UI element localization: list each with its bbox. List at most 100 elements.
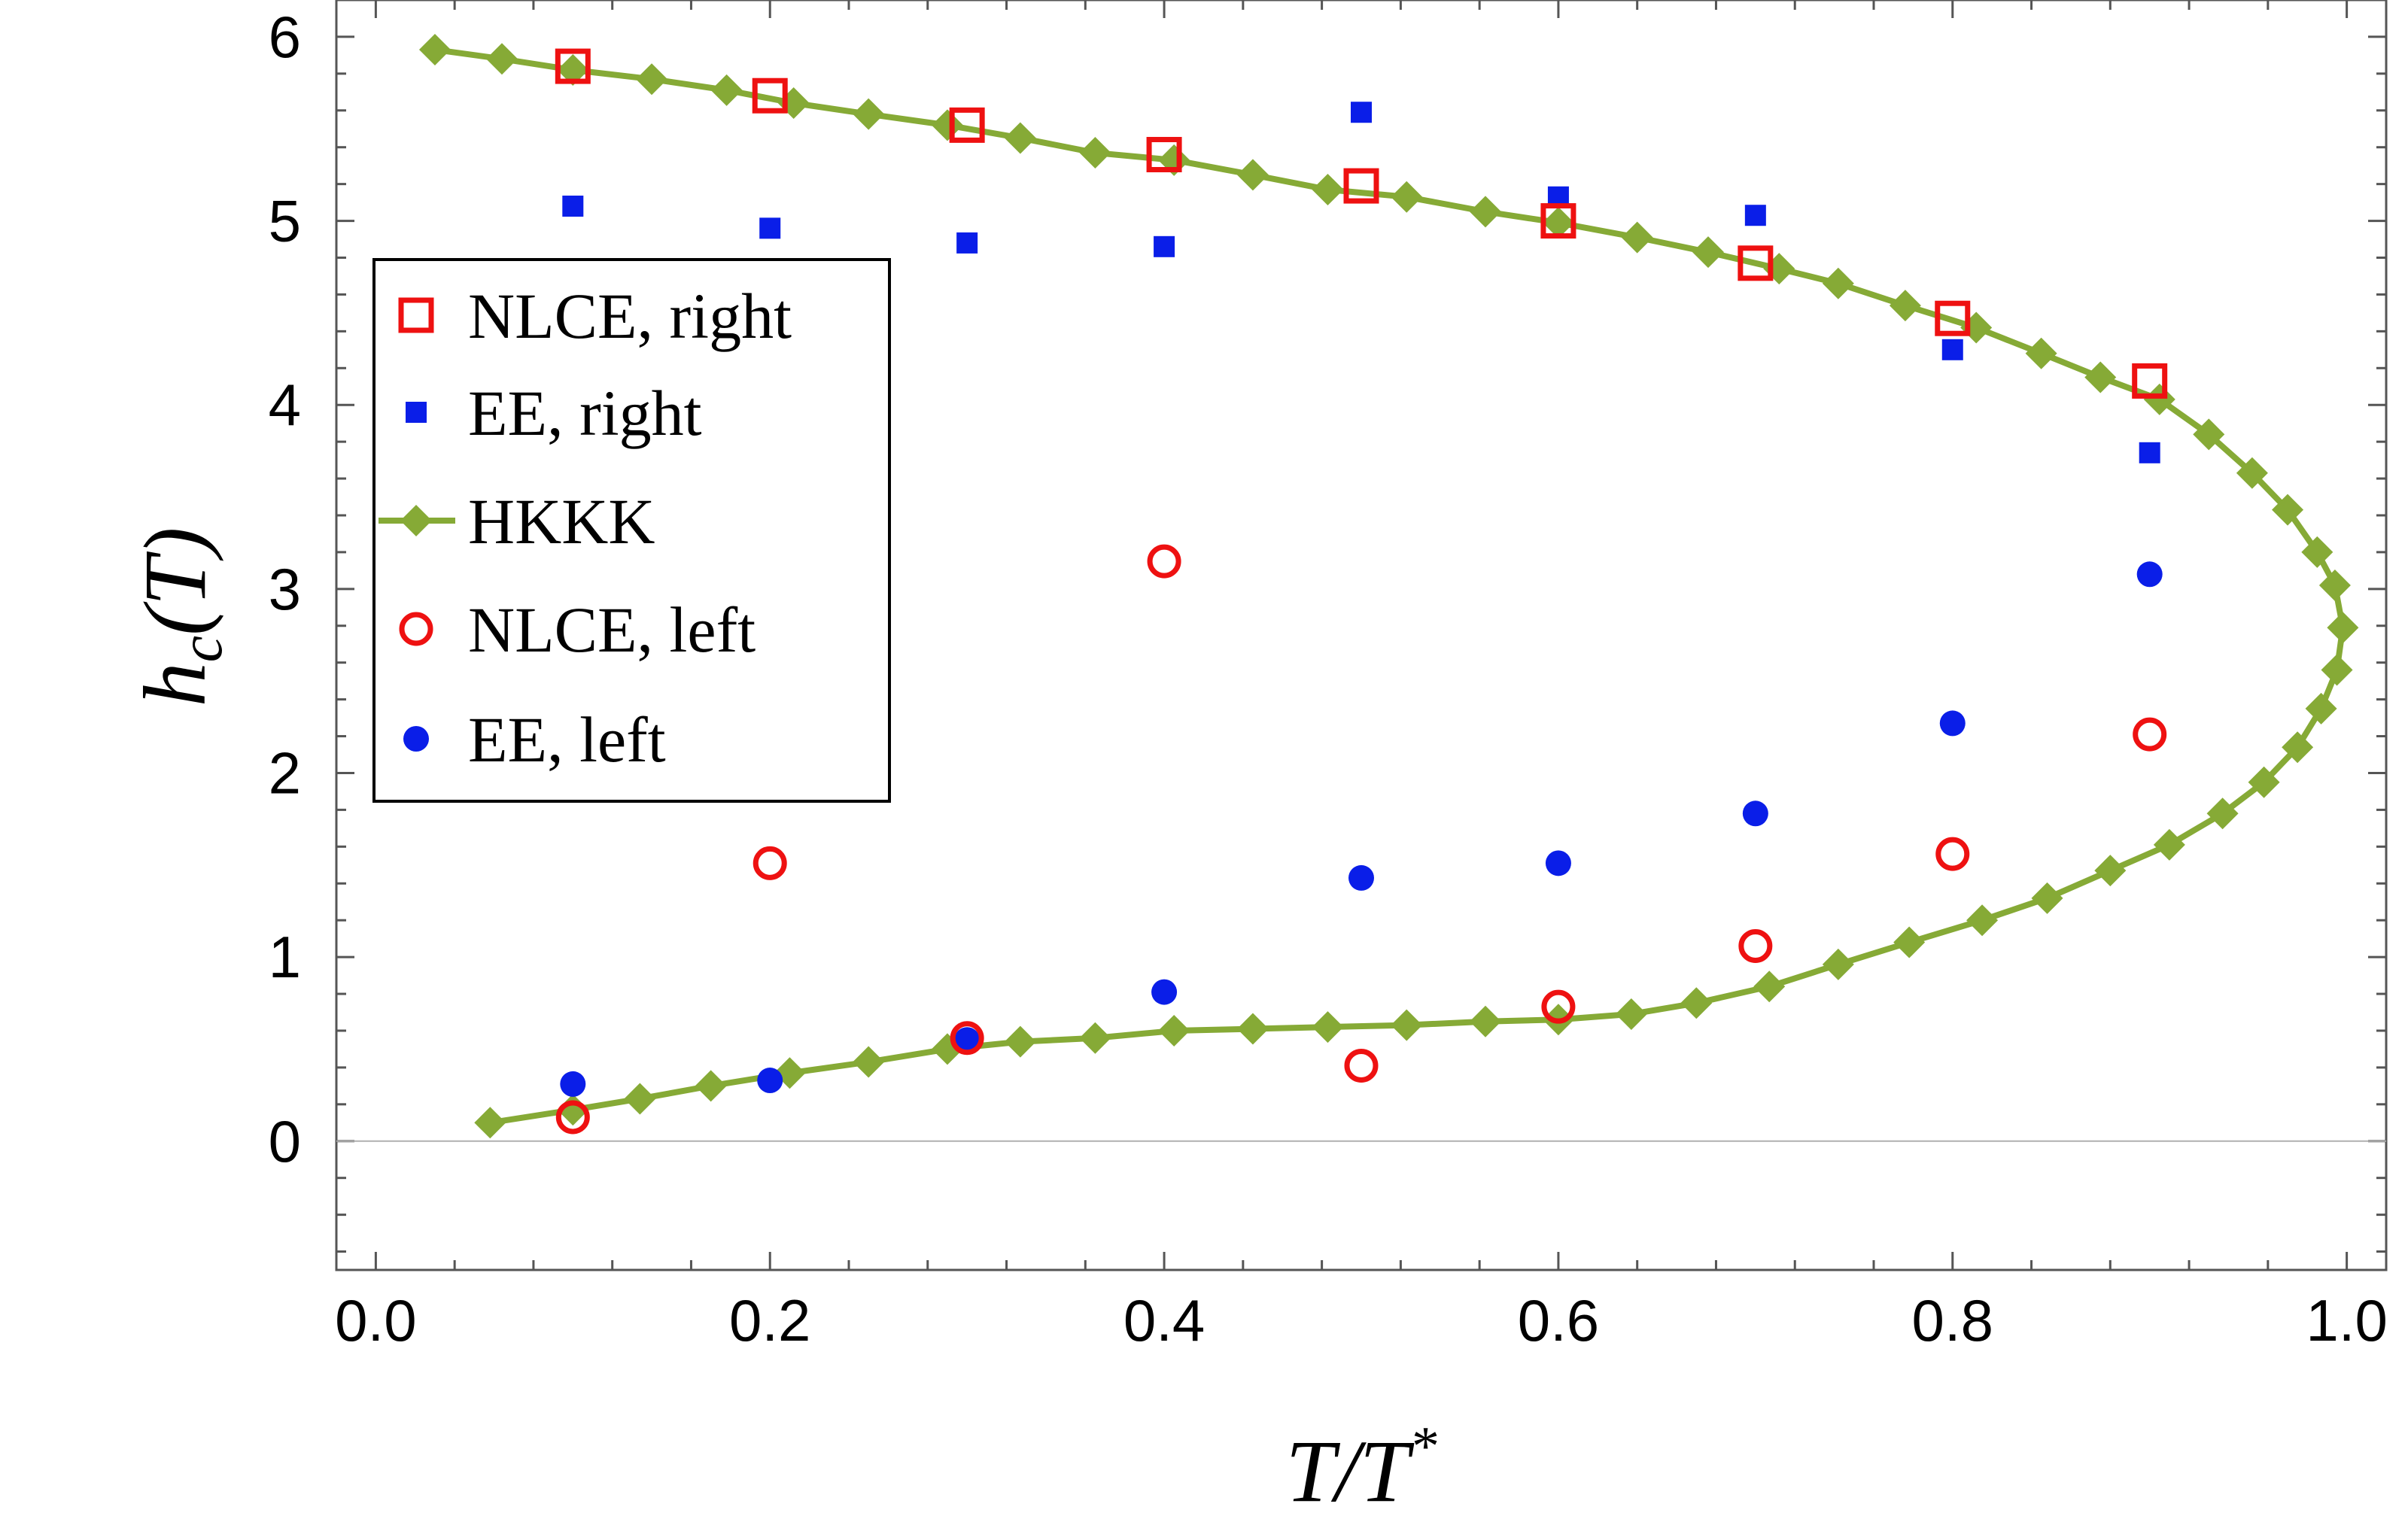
legend-swatch-ee-left	[403, 726, 429, 752]
nlce-left-point	[752, 846, 787, 880]
ee-left-point	[2136, 561, 2163, 588]
ee-right-point	[956, 232, 978, 254]
hkkk-point	[1312, 173, 1344, 205]
ee-left-point	[1939, 710, 1966, 737]
ee-left-point	[954, 1027, 981, 1053]
hkkk-point	[853, 98, 885, 130]
hkkk-point	[1158, 1014, 1190, 1047]
hkkk-point	[557, 53, 589, 86]
y-tick-label: 4	[269, 372, 301, 438]
hkkk-point	[710, 74, 743, 106]
x-axis-title: T/T*	[1285, 1416, 1437, 1520]
hkkk-point	[2318, 569, 2351, 601]
hkkk-point	[2143, 383, 2175, 415]
hkkk-point	[2321, 654, 2353, 686]
legend-swatch-hkkk	[400, 505, 432, 536]
nlce-right-point	[1738, 245, 1774, 281]
hkkk-point	[1615, 998, 1647, 1030]
hkkk-point	[2025, 337, 2057, 369]
y-tick-label: 5	[269, 188, 301, 254]
nlce-right-point	[752, 77, 788, 114]
nlce-right-point	[1935, 300, 1971, 336]
nlce-left-point	[2133, 717, 2167, 752]
hkkk-point	[1236, 159, 1269, 191]
legend-label-nlce-left: NLCE, left	[468, 594, 756, 666]
hkkk-point	[557, 1094, 589, 1126]
ee-left-point	[1348, 864, 1374, 891]
nlce-right-point	[1343, 168, 1379, 204]
series-nlce-left	[555, 544, 2167, 1135]
hkkk-point	[1680, 987, 1713, 1019]
hkkk-point	[474, 1107, 506, 1139]
series-ee-right	[562, 102, 2160, 463]
hkkk-point	[486, 43, 518, 75]
hkkk-point	[853, 1046, 885, 1078]
hkkk-point	[1312, 1011, 1344, 1043]
nlce-left-point	[1935, 837, 1970, 871]
ee-right-point	[1941, 339, 1963, 360]
hkkk-point	[2327, 612, 2359, 644]
y-tick-label: 3	[269, 556, 301, 622]
x-tick-label: 0.2	[729, 1287, 810, 1353]
nlce-left-point	[555, 1100, 590, 1135]
y-axis-title-group: hc(T)	[126, 527, 235, 707]
hkkk-point	[1542, 207, 1574, 239]
series-hkkk	[418, 34, 2359, 1139]
hkkk-point	[1692, 236, 1724, 269]
hkkk-point	[2094, 855, 2127, 887]
series-layer	[418, 34, 2359, 1139]
hkkk-point	[2031, 882, 2063, 914]
series-nlce-right	[555, 48, 2168, 399]
hkkk-point	[2272, 494, 2304, 526]
nlce-right-point	[1146, 136, 1182, 172]
hkkk-point	[2084, 361, 2117, 393]
y-axis-title: hc(T)	[126, 527, 235, 707]
plot-frame	[335, 0, 2388, 1271]
y-tick-labels: 0 1 2 3 4 5 6	[269, 4, 301, 1174]
hkkk-point	[418, 34, 451, 66]
y-tick-label: 2	[269, 740, 301, 806]
ee-left-point	[757, 1068, 783, 1094]
nlce-left-point	[950, 1021, 984, 1056]
hkkk-point	[1753, 971, 1786, 1003]
hkkk-point	[1004, 122, 1036, 154]
nlce-left-point	[1738, 928, 1773, 963]
y-tick-label: 6	[269, 4, 301, 70]
hkkk-point	[1236, 1013, 1269, 1045]
hkkk-point	[1470, 1005, 1502, 1037]
legend-box	[372, 258, 891, 803]
hkkk-point	[1822, 948, 1854, 980]
nlce-right-point	[1540, 203, 1576, 239]
hkkk-point	[2193, 418, 2225, 451]
hkkk-point	[2282, 731, 2314, 764]
hkkk-point	[2206, 797, 2239, 830]
legend-label-ee-left: EE, left	[468, 703, 666, 776]
x-tick-label: 0.4	[1123, 1287, 1205, 1353]
legend-swatch-ee-right	[406, 402, 427, 423]
hkkk-point	[695, 1070, 727, 1102]
hkkk-point	[1079, 1022, 1111, 1054]
hkkk-point	[1391, 1009, 1423, 1041]
hkkk-point	[2236, 457, 2268, 489]
legend-label-nlce-right: NLCE, right	[468, 280, 792, 352]
ee-right-point	[759, 217, 781, 239]
ee-right-point	[1744, 205, 1766, 226]
nlce-left-point	[1344, 1048, 1379, 1083]
ee-left-point	[1151, 979, 1178, 1005]
x-tick-label: 1.0	[2306, 1287, 2387, 1353]
legend-label-ee-right: EE, right	[468, 377, 702, 449]
legend-swatch-nlce-left	[399, 612, 433, 646]
hkkk-point	[636, 63, 668, 96]
legend-label-hkkk: HKKK	[468, 485, 655, 557]
x-tick-label: 0.8	[1912, 1287, 1993, 1353]
hkkk-point	[1893, 926, 1926, 958]
nlce-right-point	[949, 107, 985, 143]
hkkk-point	[2305, 692, 2337, 725]
y-tick-label: 1	[269, 924, 301, 990]
nlce-left-point	[1147, 544, 1181, 579]
hkkk-point	[624, 1083, 656, 1115]
ee-left-point	[560, 1071, 586, 1097]
series-ee-left	[560, 561, 2163, 1097]
nlce-right-point	[555, 48, 591, 84]
